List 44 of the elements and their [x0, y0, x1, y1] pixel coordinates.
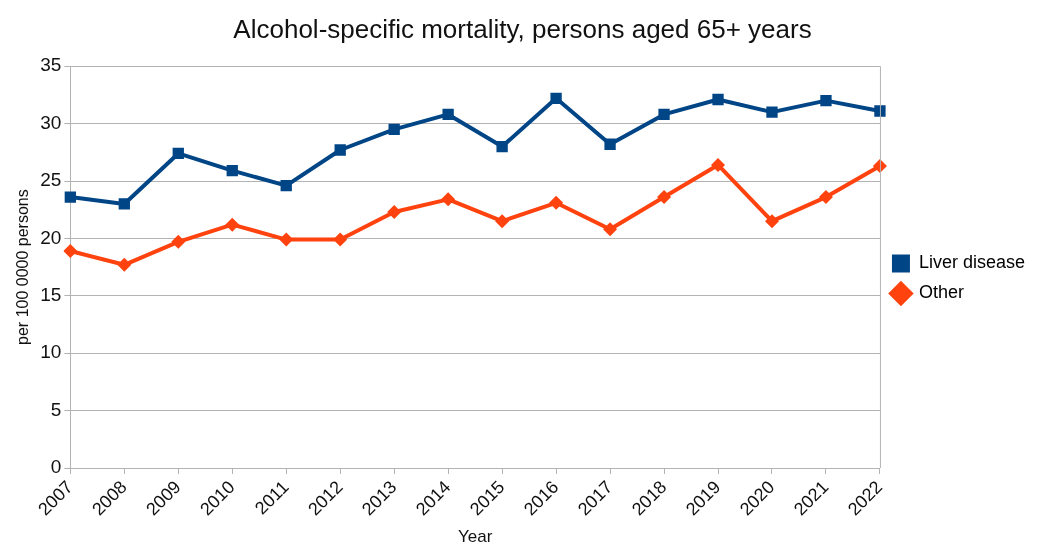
point: [118, 198, 130, 210]
point: [549, 195, 564, 210]
point: [117, 257, 132, 272]
point: [225, 217, 240, 232]
y-tick-label: 25: [40, 169, 62, 191]
point: [657, 190, 672, 205]
point: [171, 234, 186, 249]
legend-label: Liver disease: [918, 252, 1025, 273]
point: [280, 179, 292, 192]
point: [603, 222, 618, 237]
point: [63, 244, 78, 259]
point: [765, 214, 779, 229]
point: [496, 140, 508, 153]
y-tick-label: 0: [50, 456, 62, 478]
point: [388, 123, 400, 135]
point: [333, 232, 348, 247]
point: [387, 205, 402, 219]
chart-title: Alcohol-specific mortality, persons aged 65+ years: [233, 13, 812, 44]
point: [818, 190, 833, 205]
point: [658, 108, 670, 121]
y-tick-label: 35: [40, 54, 62, 76]
y-axis-title: per 100 0000 persons: [14, 189, 32, 345]
y-tick-label: 20: [40, 226, 62, 248]
point: [874, 105, 886, 117]
y-tick-label: 5: [50, 398, 62, 420]
y-tick-label: 30: [40, 111, 62, 133]
y-tick-label: 15: [40, 284, 62, 306]
point: [172, 147, 184, 160]
point: [64, 191, 76, 203]
legend-label: Other: [918, 282, 964, 303]
y-tick-label: 10: [40, 341, 62, 363]
x-axis-title: Year: [457, 527, 493, 547]
point: [711, 157, 726, 172]
point: [766, 106, 778, 118]
point: [334, 144, 346, 156]
point: [604, 138, 616, 150]
point: [820, 94, 832, 107]
point: [441, 192, 456, 207]
point: [495, 214, 510, 229]
point: [226, 165, 238, 177]
point: [279, 232, 294, 247]
point: [712, 93, 724, 106]
point: [442, 108, 454, 121]
point: [550, 92, 562, 104]
